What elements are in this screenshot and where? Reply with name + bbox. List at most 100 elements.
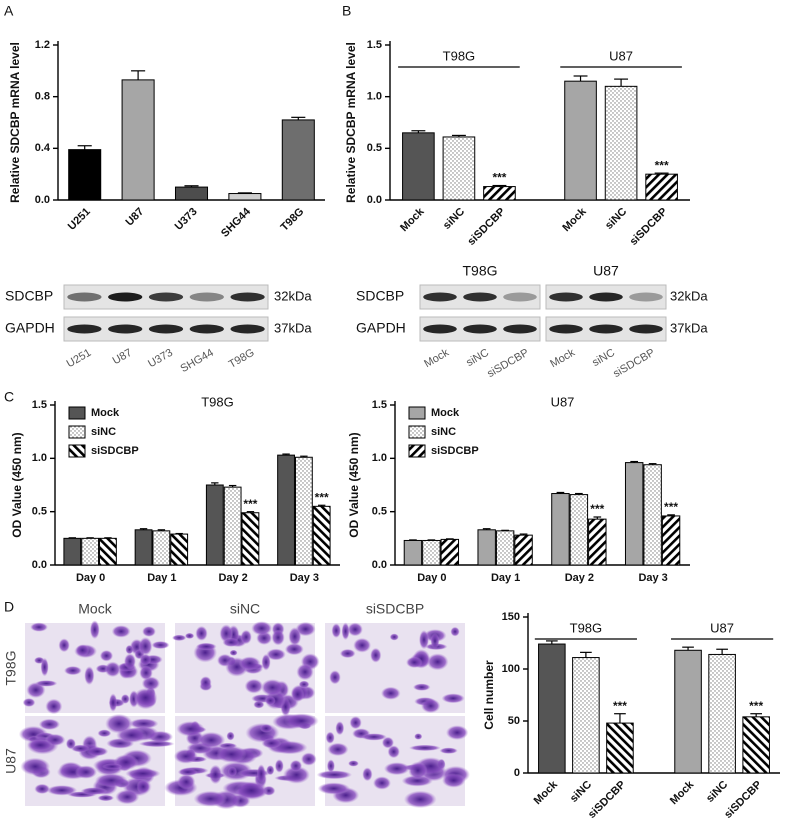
- y-tick-label: 1.5: [367, 39, 382, 51]
- bar: [643, 464, 662, 566]
- y-tick-label: 0.4: [35, 142, 51, 154]
- chart-title: T98G: [201, 394, 234, 409]
- error-bar: [580, 651, 592, 658]
- blot-band: [423, 292, 457, 302]
- error-bar: [750, 713, 763, 717]
- x-tick-label: Day 0: [417, 572, 446, 584]
- cell: [173, 748, 198, 764]
- cell: [441, 773, 466, 788]
- cell: [129, 718, 159, 729]
- cell: [97, 794, 115, 802]
- cell: [316, 770, 353, 780]
- blot-lane-label: siNC: [464, 347, 491, 369]
- cell: [266, 648, 286, 661]
- bar: [674, 649, 702, 774]
- cell: [408, 744, 441, 751]
- cell: [45, 698, 63, 715]
- cell: [136, 779, 151, 794]
- blot-band: [629, 324, 663, 334]
- cell: [327, 742, 349, 757]
- x-tick-label: siSDCBP: [465, 206, 507, 248]
- cell: [133, 687, 158, 708]
- x-tick-label: siNC: [441, 206, 467, 232]
- legend-swatch: [408, 444, 426, 458]
- cell: [22, 698, 36, 707]
- blot-band: [148, 324, 184, 334]
- group-label: T98G: [570, 620, 603, 635]
- x-tick-label: Mock: [668, 778, 697, 807]
- cell: [421, 698, 441, 714]
- cell: [38, 718, 61, 730]
- cell: [176, 721, 205, 737]
- micrograph: [316, 716, 471, 809]
- cell: [406, 656, 423, 669]
- blot-band: [67, 292, 102, 302]
- bar: [572, 657, 600, 774]
- error-bar: [68, 537, 77, 539]
- micrograph: [18, 713, 175, 806]
- cell: [282, 765, 311, 784]
- micrograph-column-label: siNC: [230, 601, 260, 617]
- error-bar: [291, 116, 306, 120]
- cell: [46, 785, 78, 796]
- cell: [40, 657, 49, 677]
- cell: [298, 680, 310, 689]
- micrograph: [171, 621, 320, 717]
- cell: [171, 634, 187, 641]
- significance-label: ***: [655, 158, 669, 172]
- blot-band: [108, 324, 143, 334]
- cell: [75, 644, 90, 657]
- cell: [372, 776, 392, 790]
- cell: [450, 626, 460, 637]
- x-tick-label: Day 2: [565, 572, 594, 584]
- y-tick-label: 0.5: [372, 506, 387, 518]
- cell: [289, 759, 303, 772]
- panel-label: D: [4, 599, 14, 615]
- cell: [142, 626, 156, 637]
- y-tick-label: 0.8: [35, 91, 50, 103]
- blot-band: [629, 292, 663, 302]
- cell: [89, 620, 100, 640]
- cell: [58, 638, 70, 653]
- y-tick-label: 50: [508, 715, 520, 727]
- micrograph: [164, 713, 319, 810]
- x-tick-label: U87: [124, 206, 147, 229]
- cell: [325, 731, 335, 744]
- cell: [63, 665, 82, 676]
- cell: [238, 656, 261, 671]
- error-bar: [246, 511, 255, 513]
- error-bar: [545, 640, 558, 645]
- cell: [115, 789, 140, 805]
- cell: [266, 765, 275, 776]
- x-tick-label: siNC: [704, 779, 730, 805]
- error-bar: [409, 539, 417, 541]
- error-bar: [630, 460, 639, 463]
- cell: [244, 678, 264, 694]
- error-bar: [184, 185, 199, 188]
- error-bar: [482, 528, 491, 530]
- micrograph: [22, 620, 170, 715]
- cell: [105, 713, 133, 734]
- bar: [81, 537, 100, 566]
- bar: [551, 493, 570, 566]
- cell: [251, 621, 273, 636]
- cell: [341, 622, 350, 641]
- error-bar: [427, 539, 436, 541]
- cell: [199, 676, 212, 689]
- group-label: T98G: [443, 48, 476, 63]
- error-bar: [228, 484, 237, 488]
- error-bar: [77, 145, 92, 150]
- y-tick-label: 0.0: [32, 559, 47, 571]
- cell: [290, 686, 305, 703]
- bar: [606, 722, 634, 774]
- error-bar: [175, 532, 183, 535]
- x-tick-label: Day 1: [491, 572, 520, 584]
- y-tick-label: 1.0: [367, 91, 382, 103]
- cell: [177, 768, 198, 777]
- cell: [222, 637, 240, 647]
- x-tick-label: siSDCBP: [628, 206, 670, 248]
- cell: [195, 625, 208, 641]
- error-bar: [451, 134, 466, 137]
- cell: [97, 729, 112, 738]
